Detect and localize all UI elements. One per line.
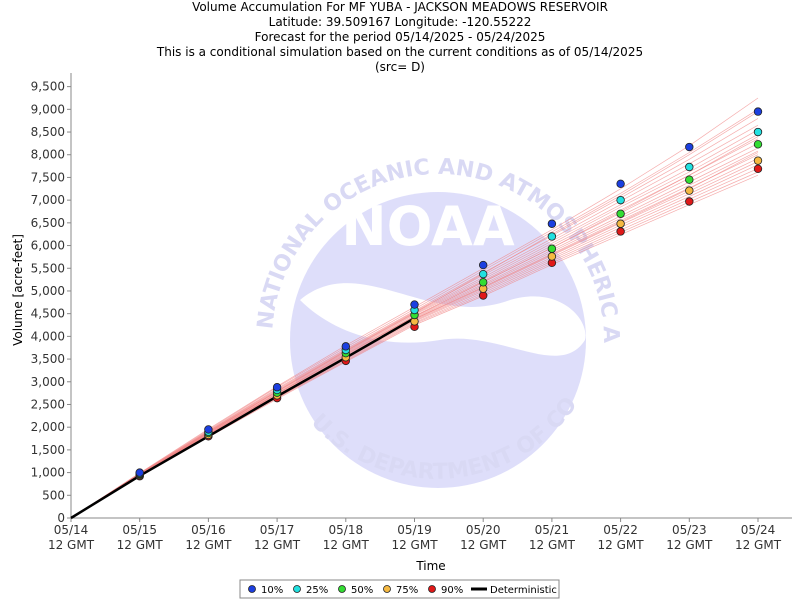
point-10pct <box>204 425 213 434</box>
x-tick-label: 12 GMT <box>48 538 95 552</box>
y-tick-label: 9,000 <box>31 102 65 116</box>
y-tick-label: 6,500 <box>31 216 65 230</box>
legend-label: 25% <box>306 585 328 596</box>
y-tick-label: 8,500 <box>31 125 65 139</box>
point-75pct <box>547 252 557 261</box>
x-tick-label: 05/19 <box>397 523 432 537</box>
legend-label: 10% <box>261 585 283 596</box>
legend-swatch-25pct <box>293 585 301 593</box>
point-50pct <box>479 278 488 287</box>
x-tick-label: 12 GMT <box>117 538 164 552</box>
x-tick-label: 12 GMT <box>460 538 507 552</box>
point-25pct <box>479 269 488 279</box>
x-tick-label: 12 GMT <box>735 538 782 552</box>
x-tick-label: 05/24 <box>741 523 776 537</box>
y-tick-label: 1,500 <box>31 443 65 457</box>
chart-marks <box>70 107 763 520</box>
legend-swatch-50pct <box>338 585 346 593</box>
point-10pct <box>479 260 488 270</box>
point-25pct <box>685 162 694 172</box>
x-tick-label: 05/18 <box>329 523 364 537</box>
legend-label: 90% <box>441 585 463 596</box>
point-50pct <box>685 175 694 184</box>
legend-swatch-10pct <box>248 585 256 593</box>
x-tick-label: 12 GMT <box>391 538 438 552</box>
chart-location: Latitude: 39.509167 Longitude: -120.5522… <box>268 15 532 29</box>
chart-note: This is a conditional simulation based o… <box>156 45 644 59</box>
point-25pct <box>753 127 763 137</box>
y-tick-label: 7,500 <box>31 170 65 184</box>
y-tick-label: 2,500 <box>31 397 65 411</box>
point-75pct <box>753 156 763 165</box>
point-50pct <box>753 140 763 149</box>
x-tick-label: 12 GMT <box>598 538 645 552</box>
y-tick-label: 3,000 <box>31 375 65 389</box>
y-tick-label: 2,000 <box>31 420 65 434</box>
point-10pct <box>135 468 144 477</box>
y-tick-label: 7,000 <box>31 193 65 207</box>
point-75pct <box>616 219 625 228</box>
x-tick-label: 12 GMT <box>666 538 713 552</box>
chart-title-block: Volume Accumulation For MF YUBA - JACKSO… <box>0 0 800 75</box>
point-10pct <box>341 342 350 351</box>
x-tick-label: 12 GMT <box>185 538 232 552</box>
legend-box <box>239 579 560 599</box>
chart-source: (src= D) <box>375 60 425 74</box>
point-10pct <box>272 383 282 392</box>
x-tick-label: 05/14 <box>54 523 89 537</box>
x-tick-label: 12 GMT <box>529 538 576 552</box>
point-10pct <box>547 219 557 228</box>
y-tick-label: 500 <box>42 488 65 502</box>
y-tick-label: 8,000 <box>31 148 65 162</box>
legend-swatch-75pct <box>383 585 391 593</box>
point-90pct <box>616 227 625 236</box>
chart-period: Forecast for the period 05/14/2025 - 05/… <box>254 30 546 44</box>
chart-title: Volume Accumulation For MF YUBA - JACKSO… <box>192 0 608 14</box>
y-tick-label: 3,500 <box>31 352 65 366</box>
point-10pct <box>410 300 419 309</box>
point-25pct <box>616 195 625 205</box>
x-tick-label: 05/16 <box>191 523 226 537</box>
y-tick-label: 0 <box>57 511 65 525</box>
x-tick-label: 05/15 <box>122 523 157 537</box>
y-tick-label: 9,500 <box>31 80 65 94</box>
legend-swatch-90pct <box>428 585 436 593</box>
y-tick-label: 5,500 <box>31 261 65 275</box>
legend-label: 50% <box>351 585 373 596</box>
y-tick-label: 5,000 <box>31 284 65 298</box>
x-axis-title: Time <box>415 559 445 573</box>
x-tick-label: 05/22 <box>603 523 638 537</box>
point-10pct <box>753 107 763 116</box>
y-axis-title: Volume [acre-feet] <box>11 234 25 346</box>
x-tick-label: 05/21 <box>535 523 570 537</box>
legend-label: 75% <box>396 585 418 596</box>
chart-legend: 10% 25% 50% 75% 90% Deterministic <box>239 579 560 599</box>
legend-label: Deterministic <box>490 585 557 596</box>
point-10pct <box>685 142 694 152</box>
y-tick-label: 6,000 <box>31 239 65 253</box>
point-90pct <box>753 164 763 174</box>
deterministic-line <box>70 317 416 520</box>
x-tick-label: 05/23 <box>672 523 707 537</box>
x-tick-label: 05/17 <box>260 523 295 537</box>
noaa-logo-text: NOAA <box>341 195 514 258</box>
x-tick-label: 12 GMT <box>254 538 301 552</box>
x-tick-label: 12 GMT <box>323 538 370 552</box>
point-10pct <box>616 179 625 188</box>
x-tick-label: 05/20 <box>466 523 501 537</box>
point-50pct <box>616 209 625 218</box>
y-tick-label: 4,500 <box>31 307 65 321</box>
point-50pct <box>547 244 557 253</box>
point-25pct <box>547 232 557 241</box>
y-tick-label: 1,000 <box>31 466 65 480</box>
chart-axes: 0 500 1,000 1,500 2,000 2,500 3,000 3,500 4,000 4… <box>31 73 792 552</box>
point-75pct <box>685 186 694 195</box>
point-90pct <box>685 197 694 206</box>
y-tick-label: 4,000 <box>31 329 65 343</box>
